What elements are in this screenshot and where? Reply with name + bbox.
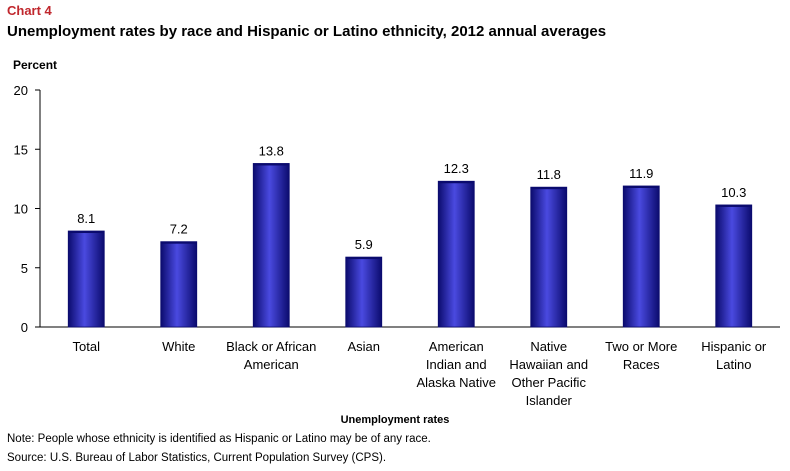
bar-top (530, 187, 567, 190)
bar (715, 204, 753, 328)
bar-top (438, 181, 475, 184)
data-label: 7.2 (170, 222, 188, 237)
bar-top (253, 163, 290, 166)
data-label: 5.9 (355, 237, 373, 252)
bar (252, 163, 290, 328)
y-axis-label: Percent (13, 58, 58, 72)
chart-source: Source: U.S. Bureau of Labor Statistics,… (7, 452, 387, 464)
y-tick-label: 5 (21, 261, 28, 276)
bar (345, 256, 383, 328)
x-tick-label: Total (73, 339, 101, 354)
bar (160, 241, 198, 328)
x-tick-label: Two or More Races (605, 339, 677, 372)
x-tick-label: Asian (347, 339, 380, 354)
x-axis-label: Unemployment rates (340, 414, 450, 426)
x-tick-label: Hispanic or Latino (701, 339, 767, 372)
chart-title: Unemployment rates by race and Hispanic … (7, 23, 607, 40)
data-label: 11.9 (629, 166, 653, 181)
bar (622, 185, 660, 328)
chart-note: Note: People whose ethnicity is identifi… (7, 433, 431, 445)
y-tick-label: 20 (14, 83, 28, 98)
x-tick-label: American Indian and Alaska Native (417, 339, 496, 390)
data-label: 10.3 (721, 185, 746, 200)
chart-label: Chart 4 (7, 3, 52, 18)
data-label: 13.8 (259, 143, 284, 158)
bar (67, 230, 105, 328)
y-tick-label: 15 (14, 142, 28, 157)
bar (437, 180, 475, 328)
y-tick-label: 0 (21, 320, 28, 335)
data-label: 8.1 (77, 211, 95, 226)
y-tick-label: 10 (14, 202, 28, 217)
bar-top (160, 241, 197, 244)
bar-top (623, 185, 660, 188)
bar (530, 186, 568, 328)
data-label: 11.8 (537, 167, 561, 182)
bar-top (345, 257, 382, 260)
x-tick-label: Black or African American (226, 339, 316, 372)
bar-top (68, 231, 105, 234)
x-tick-label: White (162, 339, 195, 354)
x-tick-label: Native Hawaiian and Other Pacific Islander (509, 339, 588, 408)
data-label: 12.3 (444, 161, 469, 176)
bar-top (715, 204, 752, 207)
